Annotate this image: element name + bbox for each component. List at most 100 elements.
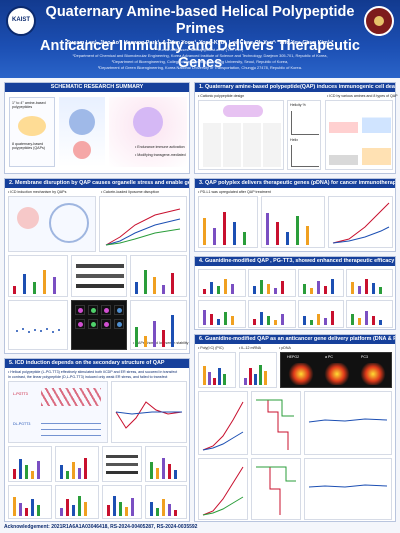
bar-mark: [253, 319, 256, 325]
helix-vs-linear-diagram: L-PGTT3 DL-PGTT3: [8, 381, 108, 443]
bar-mark: [113, 496, 116, 516]
calcein-release-curves: [105, 208, 181, 246]
section-heading: SCHEMATIC RESEARCH SUMMARY: [5, 83, 189, 92]
bar-mark: [303, 284, 306, 294]
bar-mark: [331, 279, 334, 294]
bar-mark: [208, 372, 211, 385]
bar-mark: [317, 281, 320, 294]
bar-mark: [131, 498, 134, 516]
bar-mark: [203, 310, 206, 325]
section-3-panel: 3. QAP polyplex delivers therapeutic gen…: [194, 178, 396, 252]
bar-mark: [281, 281, 284, 294]
bar-mark: [223, 374, 226, 385]
bar-mark: [13, 469, 16, 479]
section-5-panel: 5. ICD induction depends on the secondar…: [4, 358, 190, 522]
bar-mark: [372, 316, 375, 325]
polypeptide-structures-figure: [198, 100, 284, 170]
scatter-plot: [8, 300, 68, 350]
bar-mark: [324, 286, 327, 294]
bar-mark: [223, 212, 226, 245]
bar-chart-4g: [298, 300, 344, 328]
bar-chart-5b: [55, 446, 99, 482]
section-6-panel: 6. Guanidine-modified QAP as an anticanc…: [194, 334, 396, 522]
bar-mark: [310, 320, 313, 325]
bar-mark: [210, 282, 213, 294]
poster-header: KAIST Quaternary Amine-based Helical Pol…: [0, 0, 400, 78]
bar-mark: [84, 458, 87, 479]
section-heading: 5. ICD induction depends on the secondar…: [5, 359, 189, 368]
survival-chart-1: [251, 391, 301, 455]
bar-mark: [162, 499, 165, 516]
bar-mark: [203, 289, 206, 294]
bar-mark: [274, 288, 277, 294]
bar-mark: [25, 465, 28, 479]
bar-mark: [303, 316, 306, 325]
affiliation-1: ¹Department of Chemical and Biomolecular…: [72, 53, 328, 58]
bar-chart-5e: [55, 485, 99, 519]
bar-mark: [254, 374, 257, 385]
mechanism-diagram: [59, 97, 105, 167]
bar-mark: [156, 508, 159, 516]
confocal-images: [71, 300, 127, 350]
bar-mark: [244, 378, 247, 385]
bar-mark: [66, 499, 69, 516]
bar-mark: [217, 286, 220, 294]
qap-design-box: 1° to 4° amine-based polypeptides 8 quat…: [9, 97, 55, 167]
bar-mark: [324, 318, 327, 325]
bar-mark: [162, 285, 165, 294]
bar-mark: [231, 316, 234, 325]
bar-mark: [260, 312, 263, 325]
bar-mark: [72, 462, 75, 479]
section-heading: 3. QAP polyplex delivers therapeutic gen…: [195, 179, 395, 188]
bar-mark: [296, 216, 299, 245]
bar-mark: [231, 284, 234, 294]
bar-mark: [23, 274, 26, 294]
bar-mark: [153, 277, 156, 294]
poster-title: Quaternary Amine-based Helical Polypepti…: [40, 4, 360, 71]
bar-mark: [243, 232, 246, 245]
bar-mark: [224, 279, 227, 294]
bar-mark: [372, 283, 375, 294]
acknowledgement: Acknowledgement: 2021R1A6A1A03046418, RS…: [4, 524, 198, 530]
bar-mark: [306, 226, 309, 245]
bar-mark: [203, 366, 206, 385]
bar-mark: [213, 378, 216, 385]
bar-mark: [25, 508, 28, 516]
body-weight-chart-2: [304, 458, 392, 520]
affiliation-2: ²Department of Bioengineering, College o…: [111, 59, 289, 64]
bar-chart-4c: [298, 269, 344, 297]
transfection-chart: [261, 196, 325, 248]
immune-cell-diagram: • Endurance immune activation • Modifyin…: [109, 97, 187, 167]
bar-mark: [351, 282, 354, 294]
bar-mark: [135, 282, 138, 294]
bar-mark: [150, 462, 153, 479]
bar-mark: [213, 228, 216, 245]
bar-mark: [107, 505, 110, 516]
polyic-chart: [198, 352, 236, 388]
section-2-panel: 2. Membrane disruption by QAP causes org…: [4, 178, 190, 354]
bar-mark: [203, 218, 206, 245]
bar-chart-4f: [248, 300, 296, 328]
body-weight-chart-1: [304, 391, 392, 455]
bar-mark: [119, 502, 122, 516]
bar-mark: [162, 330, 165, 347]
bar-mark: [174, 510, 177, 516]
bar-mark: [171, 315, 174, 347]
bar-mark: [217, 319, 220, 325]
luciferase-images: HEPG2 a PC PC3: [280, 352, 392, 388]
bar-mark: [153, 321, 156, 347]
bar-mark: [317, 314, 320, 325]
bar-mark: [13, 497, 16, 516]
bar-mark: [210, 314, 213, 325]
bar-chart-4d: [346, 269, 393, 297]
bar-mark: [358, 286, 361, 294]
bar-mark: [253, 286, 256, 294]
bar-mark: [260, 280, 263, 294]
bar-mark: [31, 499, 34, 516]
bar-chart-5f: [102, 485, 142, 519]
bar-mark: [84, 502, 87, 516]
schematic-panel: SCHEMATIC RESEARCH SUMMARY 1° to 4° amin…: [4, 82, 190, 174]
tumor-volume-chart-2: [198, 458, 248, 520]
bar-mark: [351, 314, 354, 325]
bar-mark: [43, 270, 46, 294]
